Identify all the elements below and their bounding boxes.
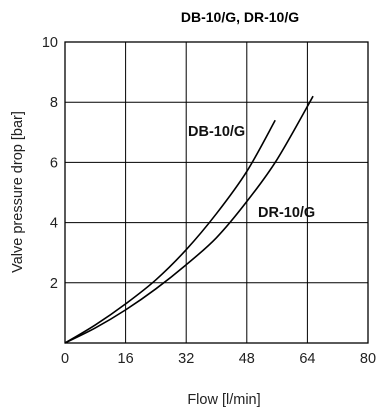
- tick-labels: 0 16 32 48 64 80 2 4 6 8 10: [42, 35, 376, 367]
- grid: [65, 42, 368, 343]
- y-axis-label: Valve pressure drop [bar]: [10, 111, 26, 273]
- series-label-dr-10-g: DR-10/G: [258, 205, 315, 221]
- series-label-db-10-g: DB-10/G: [188, 124, 245, 140]
- series-curves: [64, 95, 314, 344]
- y-tick-label: 6: [50, 155, 58, 171]
- chart-title: DB-10/G, DR-10/G: [181, 9, 299, 25]
- series-line-db-10-g: [64, 119, 276, 344]
- x-tick-label: 64: [299, 351, 315, 367]
- y-tick-label: 2: [50, 276, 58, 292]
- plot-frame: [64, 41, 369, 344]
- y-tick-label: 4: [50, 216, 58, 232]
- y-tick-label: 8: [50, 95, 58, 111]
- x-tick-label: 0: [61, 351, 69, 367]
- x-axis-label: Flow [l/min]: [187, 392, 260, 408]
- x-tick-label: 80: [360, 351, 376, 367]
- series-line-dr-10-g: [64, 95, 314, 344]
- x-tick-label: 32: [178, 351, 194, 367]
- x-tick-label: 16: [118, 351, 134, 367]
- y-tick-label: 10: [42, 35, 58, 51]
- x-tick-label: 48: [239, 351, 255, 367]
